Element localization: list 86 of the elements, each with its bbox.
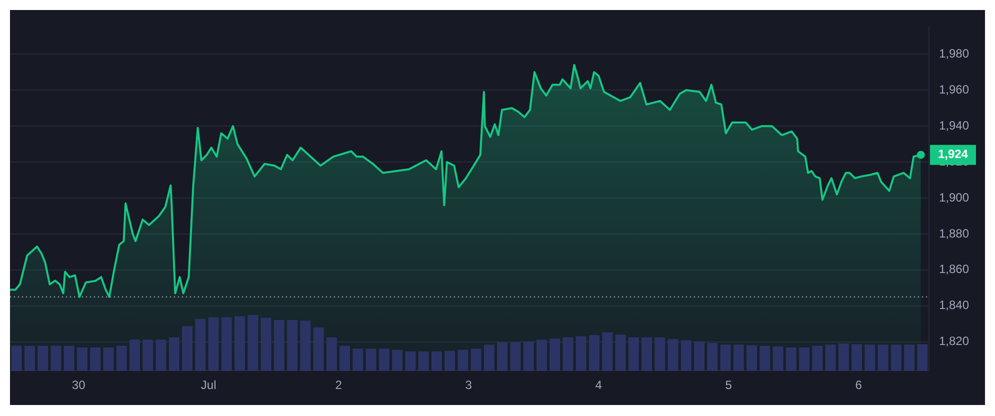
- y-tick-label: 1,840: [938, 298, 970, 312]
- bar: [38, 345, 48, 371]
- bar: [746, 344, 758, 371]
- bar: [720, 344, 731, 371]
- bar: [156, 339, 166, 371]
- bar: [550, 338, 560, 371]
- bar: [878, 344, 888, 371]
- bar: [641, 336, 652, 371]
- bar: [536, 339, 547, 371]
- bar: [313, 326, 324, 371]
- text: 1,924: [938, 147, 968, 162]
- bar: [340, 345, 350, 371]
- bar: [523, 340, 534, 371]
- bar: [510, 342, 521, 371]
- x-tick-label: 4: [595, 378, 602, 392]
- bar: [274, 320, 284, 371]
- bar: [392, 349, 403, 371]
- bar: [668, 338, 678, 371]
- bar: [588, 334, 600, 371]
- bar: [300, 320, 311, 371]
- bar: [772, 346, 784, 371]
- bar: [615, 334, 626, 371]
- bar: [234, 316, 245, 371]
- bar: [812, 345, 823, 371]
- bar: [576, 336, 586, 371]
- bar: [352, 348, 364, 371]
- x-tick-label: Jul: [200, 378, 216, 392]
- bar: [90, 347, 101, 371]
- bar: [707, 342, 718, 371]
- bar: [628, 336, 639, 371]
- bar: [221, 316, 232, 371]
- bar: [838, 343, 849, 371]
- bar: [103, 347, 114, 371]
- bar: [562, 336, 574, 371]
- bar: [470, 348, 482, 371]
- bar: [142, 339, 154, 371]
- bar: [431, 350, 442, 371]
- bar: [890, 344, 902, 371]
- bar: [366, 348, 376, 371]
- bar: [248, 314, 258, 371]
- y-tick-label: 1,880: [938, 226, 970, 240]
- y-tick-label: 1,900: [938, 190, 970, 204]
- bar: [418, 350, 429, 371]
- bar: [760, 345, 770, 371]
- bar: [904, 344, 915, 371]
- bar: [260, 317, 272, 371]
- bar: [733, 344, 744, 371]
- bar: [287, 320, 298, 371]
- bar: [182, 326, 192, 371]
- bar: [602, 332, 613, 371]
- bar: [799, 347, 810, 371]
- bar: [694, 340, 704, 371]
- bar: [864, 344, 876, 371]
- x-tick-label: 2: [335, 378, 342, 392]
- bar: [208, 316, 219, 371]
- bar: [168, 336, 180, 371]
- bar: [24, 345, 35, 371]
- bar: [11, 345, 22, 371]
- bar: [497, 342, 508, 371]
- bar: [195, 318, 206, 371]
- bar: [129, 339, 140, 371]
- bar: [116, 345, 127, 371]
- bar: [76, 347, 88, 371]
- bar: [405, 350, 416, 371]
- x-tick-label: 5: [725, 378, 732, 392]
- y-tick-label: 1,960: [938, 82, 970, 96]
- bar: [50, 345, 62, 371]
- bar: [917, 344, 928, 371]
- bar: [326, 336, 337, 371]
- bar: [64, 345, 74, 371]
- bar: [825, 344, 836, 371]
- bar: [458, 349, 468, 371]
- y-tick-label: 1,980: [938, 46, 970, 60]
- y-tick-label: 1,860: [938, 262, 970, 276]
- bar: [484, 344, 494, 371]
- y-tick-label: 1,820: [938, 334, 970, 348]
- x-tick-label: 6: [855, 378, 862, 392]
- bar: [786, 347, 796, 371]
- y-tick-label: 1,940: [938, 118, 970, 132]
- bar: [680, 340, 692, 371]
- x-tick-label: 30: [72, 378, 86, 392]
- bar: [852, 344, 862, 371]
- bar: [444, 350, 456, 371]
- x-tick-label: 3: [465, 378, 472, 392]
- bar: [654, 336, 666, 371]
- bar: [378, 348, 390, 371]
